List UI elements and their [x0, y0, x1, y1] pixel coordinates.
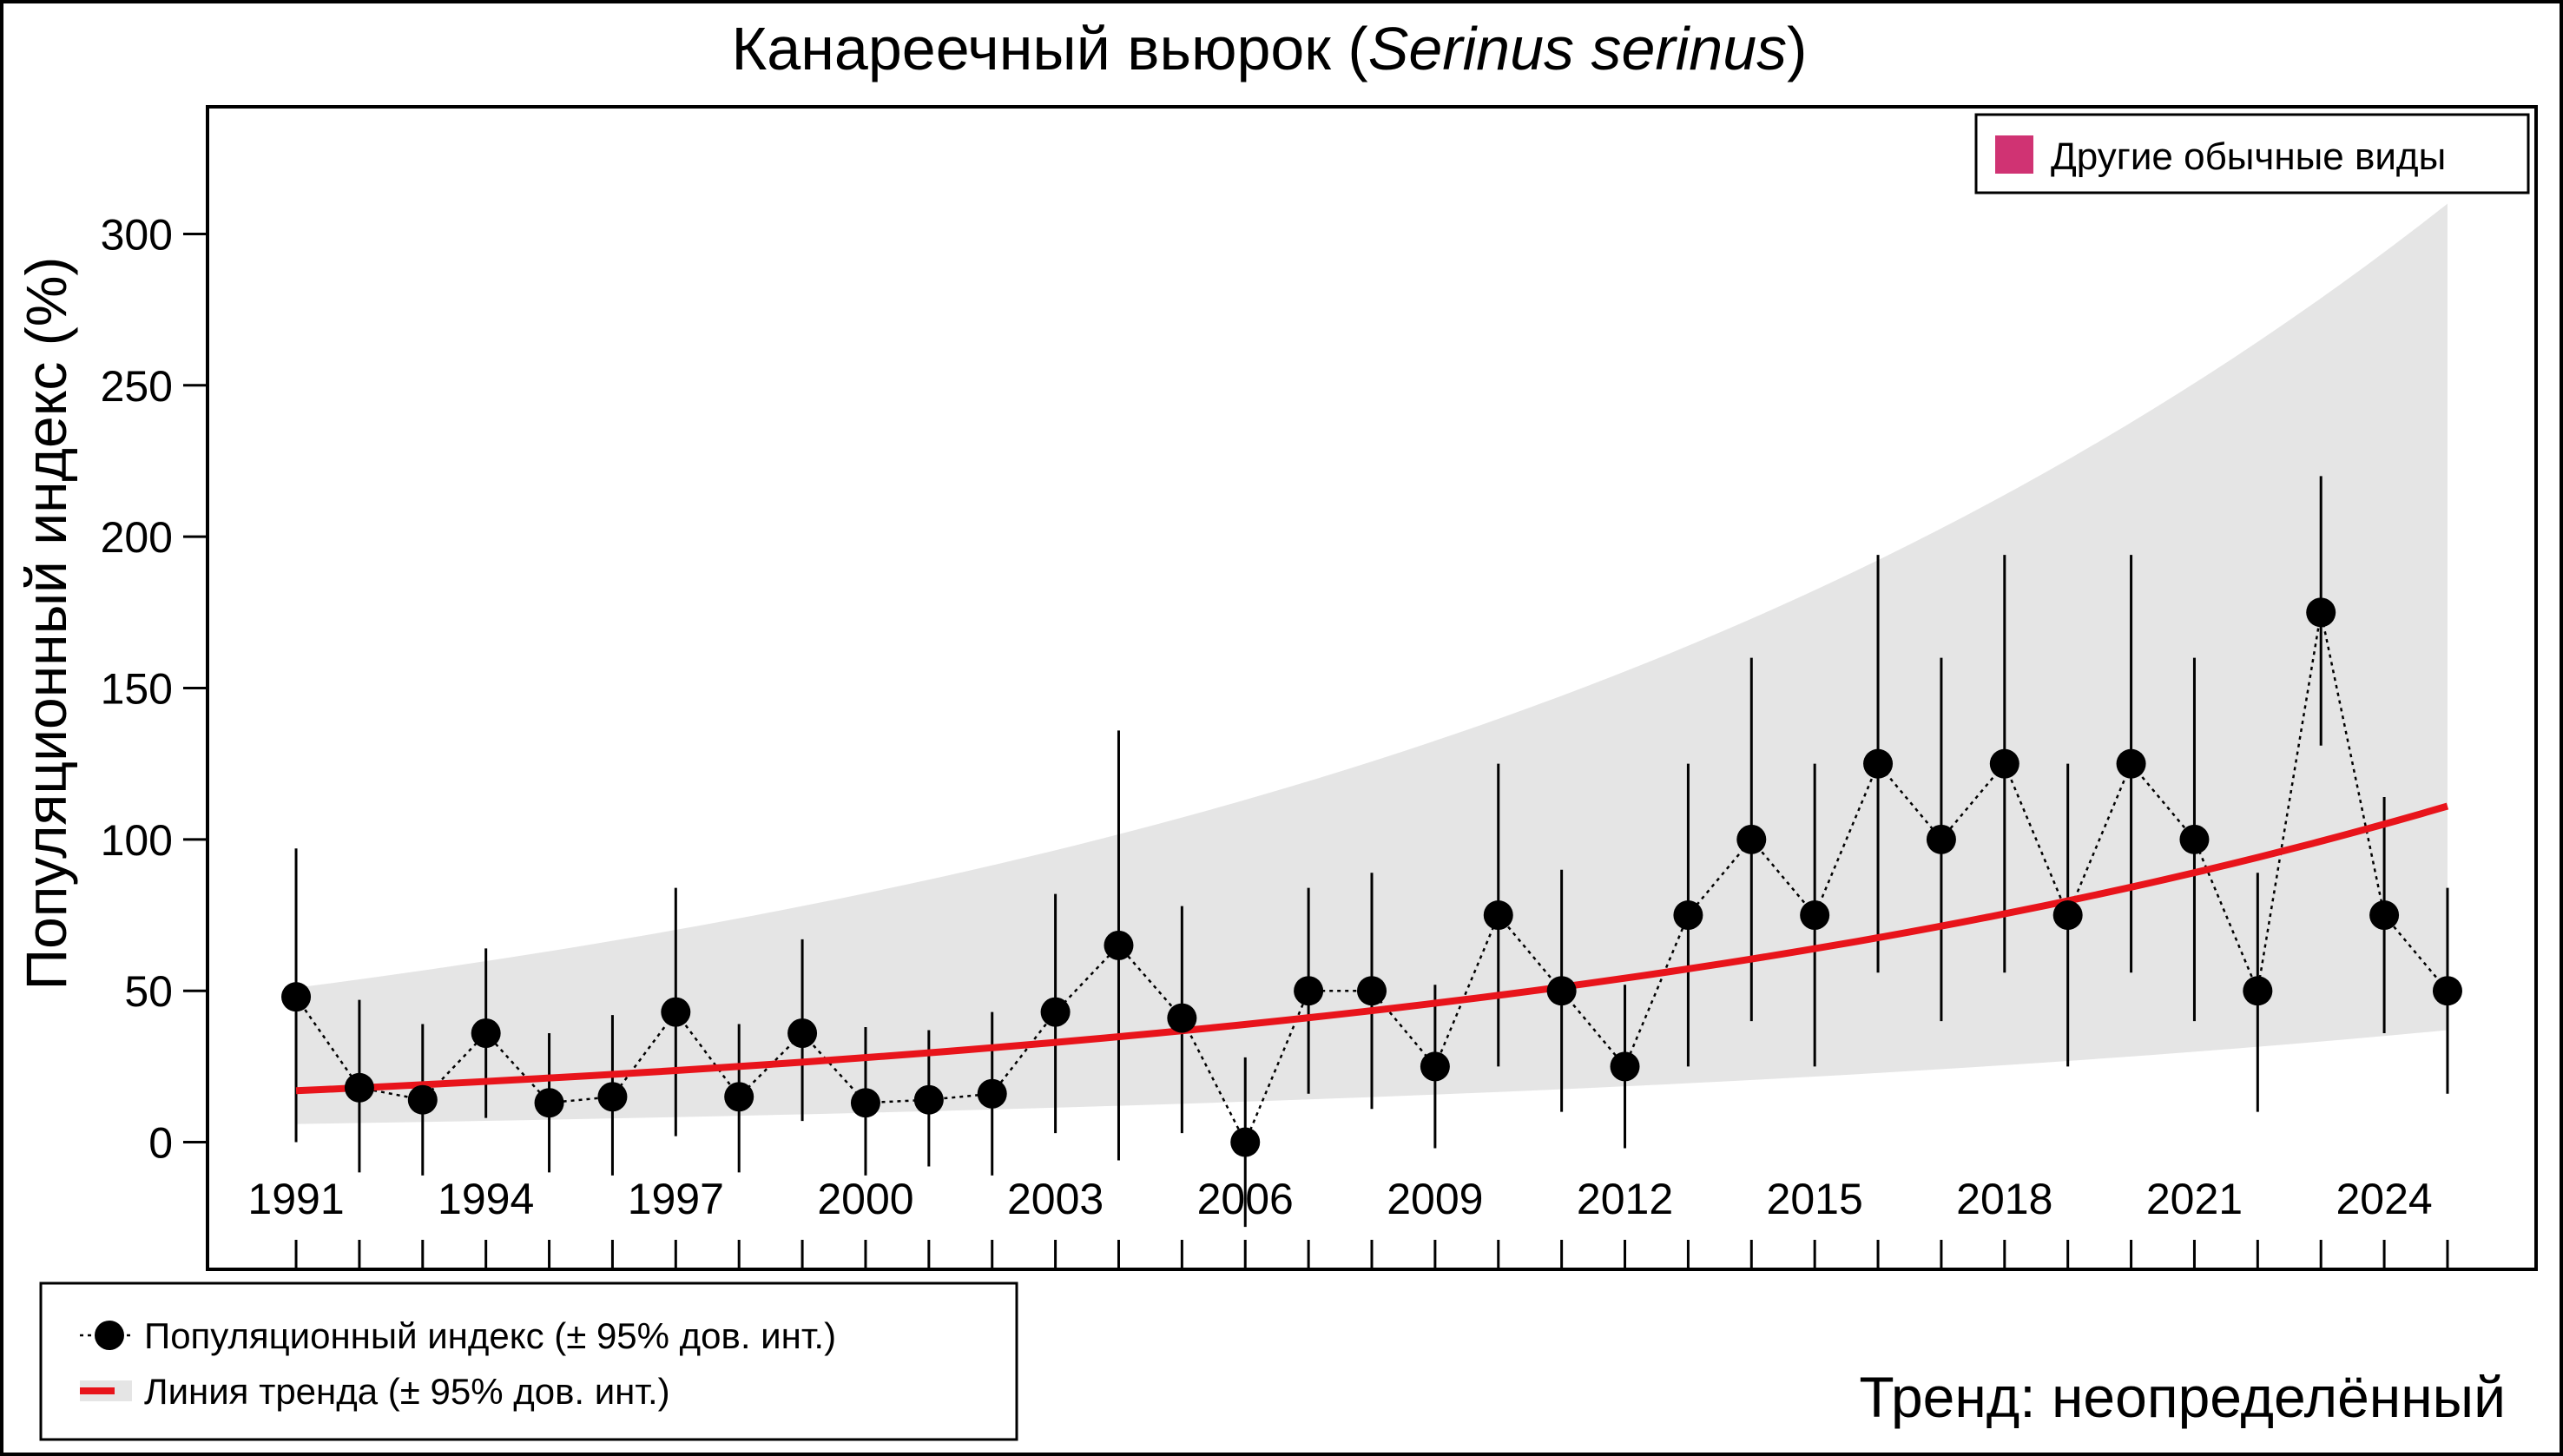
data-point-2002	[977, 1078, 1007, 1109]
y-tick-label: 300	[101, 210, 173, 259]
x-tick-label: 2021	[2146, 1175, 2243, 1223]
x-tick-label: 2003	[1007, 1175, 1104, 1223]
data-point-2010	[1483, 900, 1513, 931]
x-tick-label: 2012	[1577, 1175, 1673, 1223]
data-point-1996	[597, 1082, 628, 1112]
data-point-2007	[1294, 976, 1324, 1006]
x-tick-label: 2006	[1197, 1175, 1294, 1223]
data-point-2017	[1926, 824, 1956, 854]
legend-series: Популяционный индекс (± 95% дов. инт.) Л…	[39, 1281, 1018, 1441]
x-tick-label: 1997	[628, 1175, 724, 1223]
data-point-2005	[1167, 1003, 1197, 1033]
data-point-2021	[2179, 824, 2210, 854]
legend-index-label: Популяционный индекс (± 95% дов. инт.)	[144, 1315, 836, 1356]
data-point-1998	[724, 1082, 754, 1112]
data-point-2015	[1800, 900, 1830, 931]
trend-annotation: Тренд: неопределённый	[1859, 1365, 2506, 1429]
y-tick-label: 50	[124, 967, 173, 1016]
legend-other-species-label: Другие обычные виды	[2051, 135, 2446, 178]
data-point-2019	[2052, 900, 2083, 931]
y-tick-label: 200	[101, 513, 173, 562]
legend-frame	[39, 1281, 1018, 1441]
x-tick-label: 1991	[247, 1175, 344, 1223]
data-point-2022	[2243, 976, 2273, 1006]
population-index-chart: Канареечный вьюрок (Serinus serinus) Поп…	[14, 15, 2538, 1441]
data-point-2023	[2306, 597, 2336, 628]
plot-area	[281, 203, 2462, 1228]
y-tick-label: 150	[101, 665, 173, 714]
trend-line	[295, 802, 2449, 1095]
x-tick-label: 2000	[817, 1175, 913, 1223]
data-point-2003	[1040, 997, 1071, 1027]
x-tick-label: 2018	[1956, 1175, 2052, 1223]
legend-other-species: Другие обычные виды	[1974, 113, 2530, 194]
x-tick-label: 2015	[1767, 1175, 1863, 1223]
x-tick-label: 2024	[2336, 1175, 2432, 1223]
data-point-1994	[471, 1018, 501, 1049]
y-axis-label: Популяционный индекс (%)	[14, 257, 78, 991]
data-point-1997	[661, 997, 691, 1027]
other-species-swatch	[1995, 135, 2033, 174]
data-point-2013	[1673, 900, 1703, 931]
x-tick-label: 2009	[1387, 1175, 1483, 1223]
trend-confidence-band	[296, 203, 2448, 1124]
data-point-1995	[534, 1088, 564, 1118]
x-tick-label: 1994	[438, 1175, 534, 1223]
data-point-2001	[913, 1084, 944, 1115]
y-tick-label: 0	[148, 1119, 173, 1168]
data-point-2018	[1989, 748, 2019, 779]
data-point-2024	[2369, 900, 2400, 931]
data-point-2004	[1104, 930, 1134, 960]
data-point-2016	[1863, 748, 1894, 779]
legend-trend-label: Линия тренда (± 95% дов. инт.)	[144, 1371, 670, 1412]
data-point-1992	[344, 1072, 374, 1103]
data-point-1999	[787, 1018, 818, 1049]
data-point-1991	[281, 982, 312, 1012]
y-tick-label: 100	[101, 816, 173, 865]
index-point-swatch	[95, 1321, 124, 1350]
y-tick-label: 250	[101, 362, 173, 411]
data-point-2000	[850, 1088, 880, 1118]
data-point-2025	[2432, 976, 2462, 1006]
data-point-2012	[1610, 1051, 1640, 1082]
data-point-2006	[1230, 1127, 1261, 1157]
data-point-2014	[1736, 824, 1767, 854]
data-point-2011	[1546, 976, 1577, 1006]
legend-frame	[1974, 113, 2530, 194]
data-point-2008	[1357, 976, 1387, 1006]
chart-title: Канареечный вьюрок (Serinus serinus)	[732, 15, 1808, 82]
data-point-2020	[2116, 748, 2146, 779]
data-point-2009	[1420, 1051, 1450, 1082]
data-point-1993	[407, 1084, 438, 1115]
